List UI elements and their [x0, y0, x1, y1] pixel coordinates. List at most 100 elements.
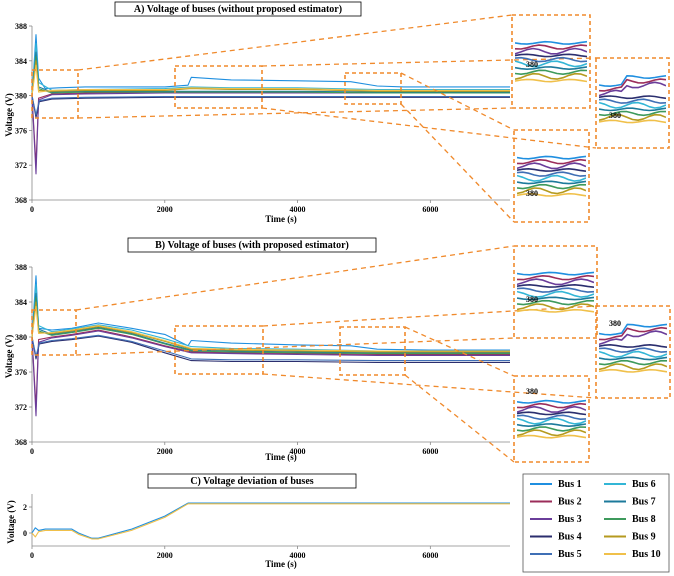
x-tick-label: 6000 [422, 551, 438, 560]
series-line-bus-2 [31, 91, 510, 166]
inset-line-bus-6 [515, 60, 587, 68]
series-group [31, 502, 510, 540]
inset-zoom-2: 380 [595, 57, 670, 149]
inset-line-bus-6 [517, 290, 594, 298]
legend-label: Bus 2 [558, 497, 582, 508]
inset-line-bus-9 [515, 72, 587, 80]
inset-line-bus-8 [599, 359, 667, 366]
x-tick-label: 4000 [290, 205, 306, 214]
inset-line-bus-2 [515, 44, 587, 50]
series-line-bus-1 [31, 502, 510, 539]
series-group [31, 34, 510, 175]
y-axis-label: Voltage (V) [6, 500, 16, 543]
y-tick-label: 376 [15, 126, 27, 135]
inset-line-bus-7 [517, 180, 586, 185]
inset-line-bus-6 [599, 101, 666, 109]
x-tick-label: 2000 [157, 205, 173, 214]
legend-label: Bus 7 [632, 497, 656, 508]
inset-line-bus-5 [517, 287, 594, 293]
x-tick-label: 4000 [290, 551, 306, 560]
inset-line-bus-9 [599, 113, 666, 121]
series-line-bus-1 [31, 34, 510, 96]
series-line-bus-2 [31, 329, 510, 408]
inset-line-bus-4 [599, 343, 667, 348]
inset-line-bus-1 [517, 155, 586, 160]
inset-line-bus-10 [515, 78, 587, 83]
inset-line-bus-9 [517, 187, 586, 195]
zoom-region-1 [31, 309, 77, 356]
x-tick-label: 0 [30, 447, 34, 456]
series-line-bus-6 [31, 42, 510, 96]
y-tick-label: 384 [15, 298, 27, 307]
inset-series [599, 323, 667, 373]
inset-series [517, 155, 586, 197]
y-tick-label: 0 [23, 529, 27, 538]
inset-line-bus-4 [517, 411, 586, 416]
inset-line-bus-9 [599, 363, 667, 371]
inset-line-bus-3 [517, 162, 586, 170]
y-tick-label: 376 [15, 368, 27, 377]
legend-label: Bus 8 [632, 514, 656, 525]
inset-frame [513, 375, 590, 463]
inset-line-bus-3 [599, 330, 667, 346]
inset-line-bus-3 [515, 47, 587, 55]
inset-series [515, 40, 587, 83]
inset-line-bus-4 [517, 283, 594, 288]
series-line-bus-5 [31, 95, 510, 116]
inset-series [517, 399, 586, 439]
inset-line-bus-8 [515, 69, 587, 75]
inset-line-bus-8 [517, 299, 594, 306]
inset-line-bus-4 [517, 168, 586, 172]
inset-line-bus-4 [599, 95, 666, 100]
inset-line-bus-5 [515, 56, 587, 63]
x-tick-label: 2000 [157, 447, 173, 456]
legend-box [522, 473, 670, 573]
inset-line-bus-7 [517, 296, 594, 301]
inset-line-bus-6 [599, 350, 667, 358]
series-line-bus-3 [31, 330, 510, 417]
zoom-connector [400, 72, 515, 131]
inset-line-bus-2 [599, 78, 666, 92]
inset-value-label: 380 [609, 111, 621, 120]
chart-title: B) Voltage of buses (with proposed estim… [155, 240, 349, 251]
inset-frame [513, 129, 590, 223]
y-tick-label: 384 [15, 57, 27, 66]
legend-label: Bus 1 [558, 479, 582, 490]
inset-line-bus-1 [517, 399, 586, 404]
series-line-bus-10 [31, 503, 510, 540]
series-line-bus-10 [31, 305, 510, 352]
y-tick-label: 380 [15, 92, 27, 101]
inset-frame [513, 245, 598, 339]
x-axis-label: Time (s) [265, 214, 297, 224]
x-tick-label: 2000 [157, 551, 173, 560]
zoom-connector [261, 57, 597, 67]
series-line-bus-3 [31, 92, 510, 175]
inset-line-bus-8 [517, 183, 586, 190]
inset-line-bus-8 [599, 110, 666, 117]
chart-title-box [147, 473, 357, 489]
x-tick-label: 0 [30, 205, 34, 214]
zoom-region-1 [31, 69, 79, 119]
inset-line-bus-10 [599, 368, 667, 373]
inset-line-bus-1 [517, 271, 594, 276]
inset-line-bus-6 [517, 417, 586, 425]
legend-label: Bus 4 [558, 532, 582, 543]
inset-zoom-3: 380 [513, 129, 590, 223]
inset-zoom-1: 380 [511, 14, 591, 109]
x-tick-label: 0 [30, 551, 34, 560]
inset-line-bus-5 [517, 171, 586, 177]
legend: Bus 1 Bus 6 Bus 2 Bus 7 Bus 3 Bus 8 Bus 4 Bus 9… [522, 473, 670, 573]
inset-value-label: 380 [526, 295, 538, 304]
y-tick-label: 2 [23, 503, 27, 512]
inset-line-bus-3 [517, 405, 586, 413]
series-line-bus-5 [31, 334, 510, 362]
inset-series [517, 271, 594, 313]
inset-line-bus-4 [515, 53, 587, 58]
inset-line-bus-5 [599, 98, 666, 104]
chart-panel-1: A) Voltage of buses (without proposed es… [4, 1, 670, 224]
zoom-connector [262, 305, 597, 327]
inset-zoom-3: 380 [513, 375, 590, 463]
y-axis-label: Voltage (V) [4, 335, 14, 378]
y-tick-label: 388 [15, 263, 27, 272]
inset-line-bus-2 [599, 326, 667, 341]
